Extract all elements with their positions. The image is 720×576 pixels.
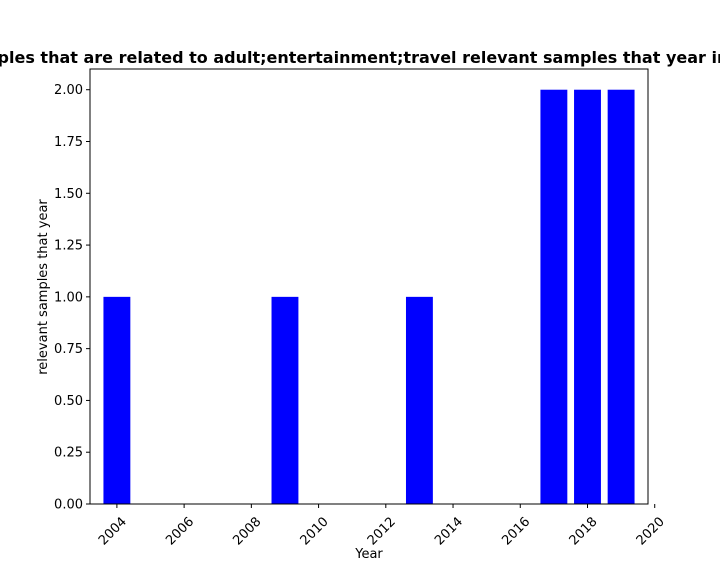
y-tick-label: 0.75 bbox=[54, 342, 83, 357]
x-tick-label: 2012 bbox=[365, 514, 399, 548]
y-tick-label: 0.25 bbox=[54, 446, 83, 461]
x-tick-label: 2006 bbox=[163, 514, 197, 548]
x-tick-label: 2018 bbox=[567, 514, 601, 548]
x-tick-label: 2004 bbox=[96, 514, 130, 548]
x-tick-label: 2020 bbox=[634, 514, 668, 548]
x-tick-label: 2008 bbox=[230, 514, 264, 548]
y-axis-label: relevant samples that year bbox=[36, 199, 51, 375]
bar-2013 bbox=[405, 296, 433, 504]
x-tick-label: 2014 bbox=[432, 514, 466, 548]
x-axis: 2004 2006 2008 2010 2012 2014 2016 2018 2020 bbox=[96, 504, 668, 548]
chart-title: Number of samples that are related to ad… bbox=[0, 48, 720, 67]
y-tick-label: 1.25 bbox=[54, 239, 83, 254]
x-axis-label: Year bbox=[354, 547, 383, 562]
x-tick-label: 2010 bbox=[298, 514, 332, 548]
bar-2017 bbox=[540, 89, 568, 504]
y-tick-label: 1.50 bbox=[54, 187, 83, 202]
y-tick-label: 0.00 bbox=[54, 498, 83, 513]
bar-2009 bbox=[271, 296, 299, 504]
bar-2019 bbox=[607, 89, 635, 504]
bars bbox=[103, 89, 635, 504]
y-axis: 0.00 0.25 0.50 0.75 1.00 1.25 1.50 1.75 2.00 bbox=[54, 83, 90, 513]
plot-frame bbox=[89, 68, 649, 505]
y-tick-label: 0.50 bbox=[54, 394, 83, 409]
x-tick-label: 2016 bbox=[499, 514, 533, 548]
bar-2018 bbox=[574, 89, 601, 504]
y-tick-label: 1.00 bbox=[54, 290, 83, 305]
y-tick-label: 2.00 bbox=[54, 83, 83, 98]
y-tick-label: 1.75 bbox=[54, 135, 83, 150]
bar-2004 bbox=[103, 296, 131, 504]
